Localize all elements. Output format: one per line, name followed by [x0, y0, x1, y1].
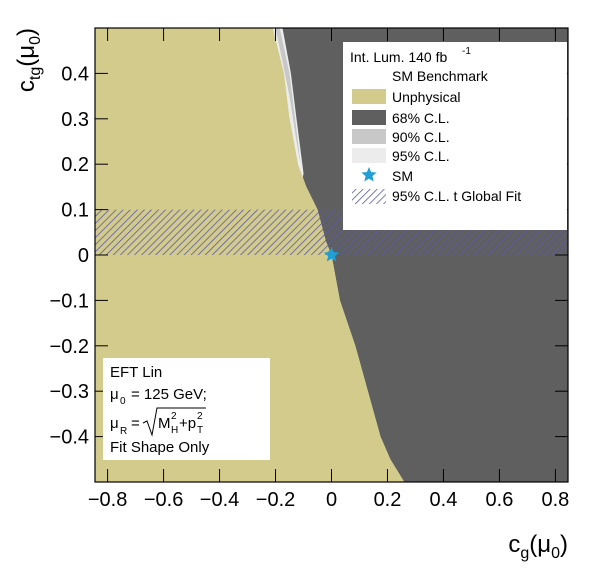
y-tick-label: −0.4	[50, 427, 89, 449]
annotation-box	[103, 358, 270, 460]
annotation: EFT Lin μ 0 = 125 GeV; μ R = M 2 H +p 2 …	[103, 358, 270, 460]
y-axis-title: ctg(μ0)	[13, 28, 44, 92]
y-title-sub2: 0	[27, 36, 44, 45]
y-tick-label: −0.1	[50, 290, 89, 312]
legend-swatch	[361, 167, 377, 182]
sqrt-sign	[142, 407, 206, 437]
x-tick-label: 0.8	[541, 489, 569, 511]
legend-label: SM	[392, 168, 413, 184]
legend-swatch	[352, 129, 386, 144]
legend: Int. Lum. 140 fb -1 SM Benchmark Unphysi…	[343, 42, 567, 230]
annotation-symbol: μ	[110, 386, 119, 403]
x-title-close: )	[560, 531, 568, 558]
y-title-close: )	[13, 28, 40, 36]
x-title-sub: g	[520, 545, 529, 562]
x-title-main: c	[508, 531, 520, 558]
legend-header-sup: -1	[462, 46, 471, 57]
x-tick-label: 0.6	[486, 489, 514, 511]
x-axis-title: cg(μ0)	[508, 531, 568, 562]
y-tick-label: 0.1	[61, 200, 89, 222]
annotation-sub: 0	[120, 396, 126, 407]
y-tick-label: 0.4	[61, 63, 89, 85]
legend-swatch	[352, 148, 386, 163]
legend-label: 68% C.L.	[392, 110, 450, 126]
x-tick-label: −0.8	[88, 489, 127, 511]
sm-point	[323, 247, 340, 262]
x-tick-label: −0.6	[144, 489, 183, 511]
x-title-sub2: 0	[551, 545, 560, 562]
annotation-text: =	[131, 415, 140, 432]
legend-swatch	[352, 89, 386, 104]
legend-label: 95% C.L.	[392, 148, 450, 164]
x-title-open: (μ	[529, 531, 551, 558]
annotation-text: +p	[179, 415, 196, 432]
y-tick-label: −0.3	[50, 381, 89, 403]
x-tick-label: 0.4	[430, 489, 458, 511]
y-tick-label: 0	[78, 245, 89, 267]
legend-swatch	[352, 110, 386, 125]
annotation-sup: 2	[171, 411, 177, 422]
annotation-sup: 2	[197, 411, 203, 422]
legend-label: Unphysical	[392, 89, 460, 105]
annotation-text: M	[158, 415, 171, 432]
annotation-text: = 125 GeV;	[131, 386, 207, 403]
legend-label: 95% C.L. t Global Fit	[392, 188, 521, 204]
y-tick-label: 0.2	[61, 154, 89, 176]
y-title-open: (μ	[13, 45, 40, 67]
x-tick-label: 0	[326, 489, 337, 511]
annotation-sub: T	[197, 425, 203, 436]
y-tick-label: −0.2	[50, 336, 89, 358]
x-tick-label: 0.2	[374, 489, 402, 511]
annotation-line: Fit Shape Only	[110, 439, 210, 456]
region	[275, 28, 301, 165]
y-tick-label: 0.3	[61, 109, 89, 131]
annotation-sub: H	[171, 425, 178, 436]
legend-label: 90% C.L.	[392, 129, 450, 145]
x-tick-label: −0.4	[200, 489, 239, 511]
annotation-sub: R	[120, 426, 127, 437]
legend-swatch	[352, 189, 386, 204]
ticks: −0.8 −0.6 −0.4 −0.2 0 0.2 0.4 0.6 0.8 −0.4 −0.3 −0.…	[50, 28, 569, 511]
y-title-main: c	[13, 80, 40, 92]
legend-label: SM Benchmark	[392, 68, 489, 84]
legend-header: Int. Lum. 140 fb	[350, 49, 447, 65]
annotation-symbol: μ	[110, 415, 119, 432]
annotation-line: EFT Lin	[110, 364, 162, 381]
x-tick-label: −0.2	[256, 489, 295, 511]
y-title-sub: tg	[27, 67, 44, 80]
